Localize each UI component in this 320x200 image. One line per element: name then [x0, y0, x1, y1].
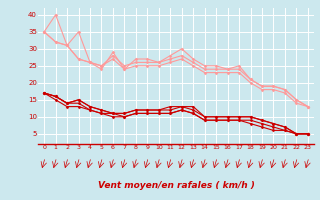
Text: Vent moyen/en rafales ( km/h ): Vent moyen/en rafales ( km/h ): [98, 182, 254, 190]
